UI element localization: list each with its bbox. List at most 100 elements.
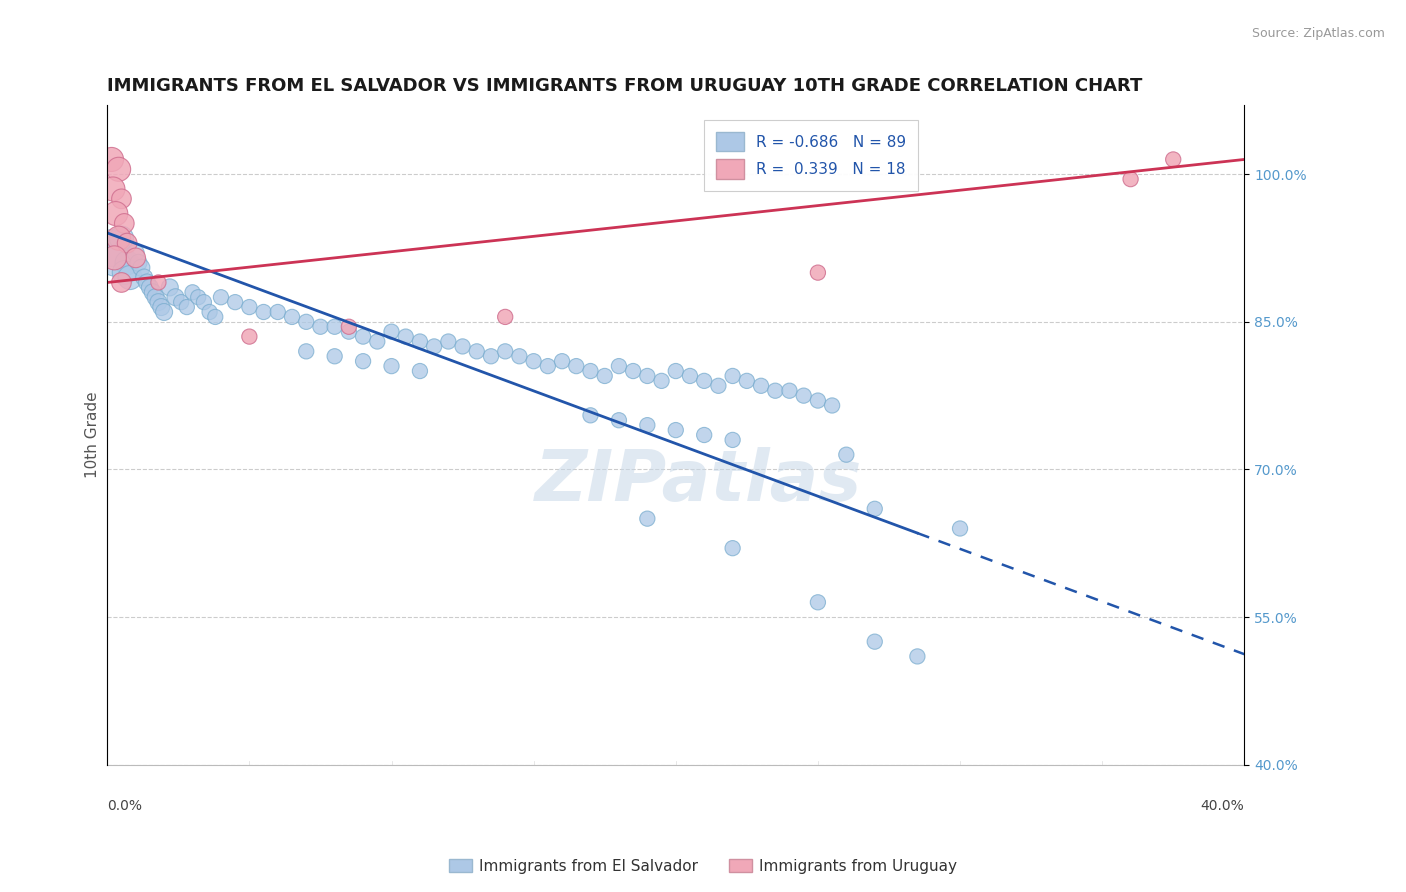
Point [170,295,193,310]
Point [124,251,146,265]
Point [508,349,530,363]
Point [104,251,127,265]
Legend: Immigrants from El Salvador, Immigrants from Uruguay: Immigrants from El Salvador, Immigrants … [443,853,963,880]
Point [337,319,360,334]
Point [380,325,402,339]
Text: Source: ZipAtlas.com: Source: ZipAtlas.com [1251,27,1385,40]
Text: IMMIGRANTS FROM EL SALVADOR VS IMMIGRANTS FROM URUGUAY 10TH GRADE CORRELATION CH: IMMIGRANTS FROM EL SALVADOR VS IMMIGRANT… [107,78,1143,95]
Point [409,334,432,349]
Point [749,379,772,393]
Point [295,315,318,329]
Point [107,231,129,245]
Point [107,162,129,177]
Point [139,280,162,294]
Point [209,290,232,304]
Point [134,270,156,285]
Point [779,384,801,398]
Point [187,290,209,304]
Point [115,256,138,270]
Point [224,295,246,310]
Point [523,354,546,368]
Point [665,423,688,437]
Point [145,290,167,304]
Point [136,276,159,290]
Point [159,280,181,294]
Point [693,374,716,388]
Point [352,329,374,343]
Point [423,339,446,353]
Point [115,236,138,251]
Point [835,448,858,462]
Point [267,305,290,319]
Point [337,325,360,339]
Point [593,368,616,383]
Point [193,295,215,310]
Point [100,241,122,255]
Point [465,344,488,359]
Point [366,334,388,349]
Point [665,364,688,378]
Point [352,354,374,368]
Point [323,319,346,334]
Point [863,501,886,516]
Point [607,359,630,373]
Point [479,349,502,363]
Point [165,290,187,304]
Point [238,300,260,314]
Point [148,276,170,290]
Point [621,364,644,378]
Point [103,251,125,265]
Point [437,334,460,349]
Point [1119,172,1142,186]
Point [112,216,135,230]
Point [281,310,304,324]
Point [636,418,658,433]
Point [579,409,602,423]
Point [142,285,165,300]
Text: 0.0%: 0.0% [107,799,142,814]
Point [1161,153,1184,167]
Point [693,428,716,442]
Point [124,246,146,260]
Point [565,359,588,373]
Point [636,511,658,525]
Point [579,364,602,378]
Point [150,300,173,314]
Text: 40.0%: 40.0% [1201,799,1244,814]
Point [323,349,346,363]
Point [863,634,886,648]
Point [238,329,260,343]
Point [110,192,132,206]
Point [607,413,630,427]
Point [721,433,744,447]
Point [451,339,474,353]
Point [707,379,730,393]
Point [181,285,204,300]
Point [110,276,132,290]
Point [793,389,815,403]
Point [176,300,198,314]
Point [651,374,673,388]
Point [821,399,844,413]
Legend: R = -0.686   N = 89, R =  0.339   N = 18: R = -0.686 N = 89, R = 0.339 N = 18 [704,120,918,191]
Point [949,521,972,535]
Text: ZIPatlas: ZIPatlas [534,447,862,516]
Point [101,182,124,196]
Point [309,319,332,334]
Point [721,541,744,556]
Point [807,393,830,408]
Point [735,374,758,388]
Point [721,368,744,383]
Point [763,384,786,398]
Point [204,310,226,324]
Point [494,344,516,359]
Point [100,153,122,167]
Point [128,256,150,270]
Point [118,270,141,285]
Point [380,359,402,373]
Y-axis label: 10th Grade: 10th Grade [86,392,100,478]
Point [110,231,132,245]
Point [905,649,928,664]
Point [807,595,830,609]
Point [636,368,658,383]
